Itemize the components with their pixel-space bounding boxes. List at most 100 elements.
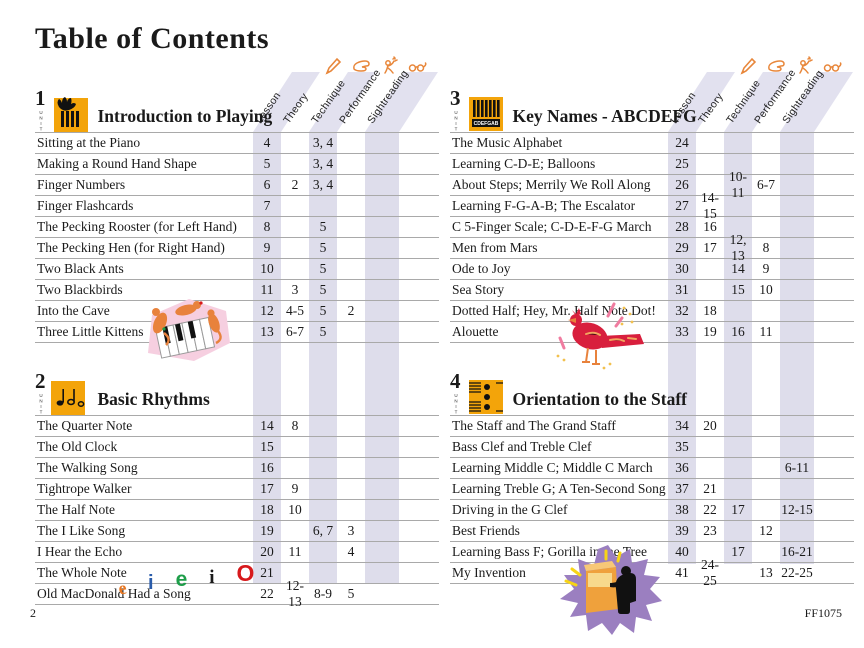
theory-page-cell: 22 — [703, 502, 717, 517]
lesson-page-cell: 34 — [675, 418, 689, 433]
table-row: Sitting at the Piano 4 3, 4 — [35, 132, 439, 154]
lesson-page-cell: 21 — [260, 565, 274, 580]
theory-page-cell: 10 — [288, 502, 302, 517]
song-title: Learning Treble G; A Ten-Second Song — [452, 481, 666, 496]
technique-page-cell: 5 — [319, 303, 327, 318]
lesson-page-cell: 26 — [675, 177, 689, 192]
technique-page-cell: 3, 4 — [312, 177, 334, 192]
lesson-page-cell: 41 — [675, 565, 689, 580]
song-title: C 5-Finger Scale; C-D-E-F-G March — [452, 219, 652, 234]
theory-page-cell: 14-15 — [701, 190, 719, 221]
song-title: Ode to Joy — [452, 261, 511, 276]
unit-label: UNIT — [38, 110, 44, 132]
glasses-icon — [822, 56, 842, 76]
song-title: The Whole Note — [37, 565, 127, 580]
table-row: Driving in the G Clef 38 22 17 12-15 — [450, 500, 854, 521]
theory-page-cell: 21 — [703, 481, 717, 496]
table-row: The Pecking Rooster (for Left Hand) 8 5 — [35, 217, 439, 238]
song-title: Two Black Ants — [37, 261, 124, 276]
lesson-page-cell: 36 — [675, 460, 689, 475]
song-title: The Music Alphabet — [452, 135, 563, 150]
unit-number: 2 — [35, 369, 46, 393]
table-row: Learning Middle C; Middle C March 36 6-11 — [450, 458, 854, 479]
lesson-page-cell: 9 — [263, 240, 271, 255]
song-title: Learning F-G-A-B; The Escalator — [452, 198, 636, 213]
grand-staff-icon — [466, 378, 503, 415]
table-row: Tightrope Walker 17 9 — [35, 479, 439, 500]
svg-text:CDEFGAB: CDEFGAB — [473, 121, 498, 127]
table-row: C 5-Finger Scale; C-D-E-F-G March 28 16 — [450, 217, 854, 238]
lesson-page-cell: 15 — [260, 439, 274, 454]
technique-page-cell: 6, 7 — [312, 523, 334, 538]
table-row: Finger Numbers 6 2 3, 4 — [35, 175, 439, 196]
theory-page-cell: 2 — [291, 177, 299, 192]
theory-page-cell: 3 — [291, 282, 299, 297]
performer-icon — [794, 56, 814, 76]
song-title: Dotted Half; Hey, Mr. Half Note Dot! — [452, 303, 656, 318]
rhythm-notes-icon — [50, 378, 88, 415]
lesson-page-cell: 29 — [675, 240, 689, 255]
eieio-letter: e — [175, 568, 188, 591]
performance-page-cell: 2 — [347, 303, 355, 318]
unit-number-badge: 3 UNIT — [450, 88, 461, 133]
lesson-page-cell: 35 — [675, 439, 689, 454]
pencil-icon — [323, 56, 343, 76]
song-title: Sea Story — [452, 282, 505, 297]
technique-page-cell: 16 — [731, 324, 745, 339]
eieio-letter: i — [209, 567, 215, 588]
technique-page-cell: 12, 13 — [729, 232, 747, 263]
lesson-page-cell: 39 — [675, 523, 689, 538]
unit-title: Key Names - ABCDEFG — [512, 106, 697, 126]
technique-page-cell: 17 — [731, 544, 745, 559]
table-row: Into the Cave 12 4-5 5 2 — [35, 301, 439, 322]
theory-page-cell: 11 — [288, 544, 302, 559]
technique-page-cell: 5 — [319, 240, 327, 255]
unit-song-table: The Quarter Note 14 8 The Old Clock 15 The Wa… — [35, 415, 439, 609]
column-stripe — [253, 132, 281, 584]
unit-heading: 4 UNIT Orientation to the Staff — [450, 369, 854, 416]
lesson-page-cell: 30 — [675, 261, 689, 276]
song-title: The I Like Song — [37, 523, 126, 538]
table-row: Alouette 33 19 16 11 — [450, 322, 854, 343]
table-row: The I Like Song 19 6, 7 3 — [35, 521, 439, 542]
theory-page-cell: 16 — [703, 219, 717, 234]
song-title: Best Friends — [452, 523, 520, 538]
unit-number: 4 — [450, 369, 461, 393]
song-title: My Invention — [452, 565, 526, 580]
table-row: About Steps; Merrily We Roll Along 26 10-1… — [450, 169, 854, 200]
song-title: The Old Clock — [37, 439, 118, 454]
unit-number-badge: 1 UNIT — [35, 88, 46, 133]
table-row: Learning Treble G; A Ten-Second Song 37 21 — [450, 479, 854, 500]
theory-page-cell: 12-13 — [286, 578, 304, 609]
column-header-zone: Lesson Theory Technique Performance Sightrea… — [35, 56, 439, 133]
unit-song-table: The Music Alphabet 24 Learning C-D-E; Ball… — [450, 132, 854, 343]
song-title: Men from Mars — [452, 240, 538, 255]
unit-label: UNIT — [453, 393, 459, 415]
lesson-page-cell: 20 — [260, 544, 274, 559]
eieio-letter: O — [236, 560, 255, 586]
table-row: Finger Flashcards 7 — [35, 196, 439, 217]
theory-page-cell: 18 — [703, 303, 717, 318]
sightreading-page-cell: 12-15 — [781, 502, 813, 517]
performance-page-cell: 3 — [347, 523, 355, 538]
technique-page-cell: 3, 4 — [312, 135, 334, 150]
song-title: Finger Flashcards — [37, 198, 134, 213]
song-title: The Half Note — [37, 502, 115, 517]
lesson-page-cell: 4 — [263, 135, 271, 150]
song-title: Into the Cave — [37, 303, 110, 318]
song-title: About Steps; Merrily We Roll Along — [452, 177, 651, 192]
lesson-page-cell: 33 — [675, 324, 689, 339]
hand-on-keys-icon — [51, 95, 88, 132]
unit-number-badge: 4 UNIT — [450, 369, 461, 416]
page-title: Table of Contents — [35, 22, 270, 55]
lesson-page-cell: 8 — [263, 219, 271, 234]
lesson-page-cell: 13 — [260, 324, 274, 339]
table-row: The Whole Note 21 — [35, 563, 439, 584]
song-title: The Pecking Rooster (for Left Hand) — [37, 219, 237, 234]
lesson-page-cell: 24 — [675, 135, 689, 150]
table-row: My Invention 41 24-25 13 22-25 — [450, 557, 854, 588]
toc-column-right: Lesson Theory Technique Performance Sightrea… — [450, 56, 854, 588]
unit-heading: 2 UNIT Basic Rhythms — [35, 369, 439, 415]
column-stripe — [780, 132, 814, 564]
